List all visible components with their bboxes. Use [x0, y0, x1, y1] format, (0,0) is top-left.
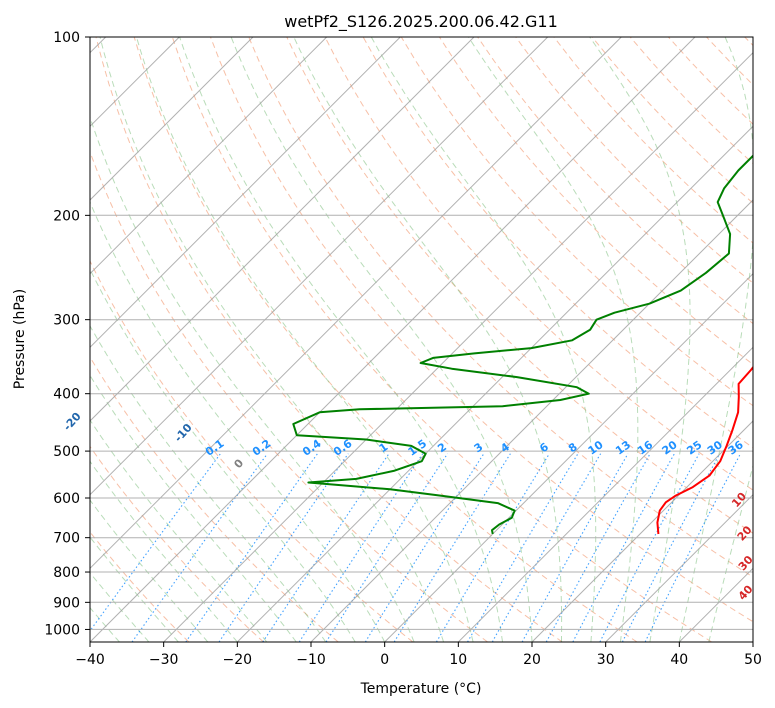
dry-adiabat: [90, 445, 264, 642]
dry-adiabat: [171, 37, 712, 642]
isotherm: [605, 493, 753, 642]
x-tick-label: 30: [597, 652, 615, 668]
moist-adiabat: [99, 37, 445, 642]
y-tick-label: 600: [53, 491, 80, 507]
isotherm: [90, 37, 622, 570]
mixing-ratio-line: [325, 453, 449, 642]
isotherm: [90, 37, 328, 275]
y-tick-label: 800: [53, 565, 80, 581]
moist-adiabat: [179, 37, 503, 642]
moist-adiabat: [136, 37, 474, 642]
moist-adiabat: [589, 37, 691, 642]
y-tick-label: 100: [53, 30, 80, 46]
x-tick-label: 10: [449, 652, 467, 668]
isotherm: [90, 37, 401, 349]
x-tick-label: 40: [670, 652, 688, 668]
isotherm: [90, 37, 696, 642]
dry-adiabat-label: -20: [61, 410, 84, 434]
dry-adiabat: [515, 37, 753, 284]
isotherm: [90, 37, 254, 201]
moist-adiabat: [708, 463, 753, 642]
x-tick-label: −20: [223, 652, 253, 668]
x-tick-label: 0: [380, 652, 389, 668]
x-tick-label: −10: [296, 652, 326, 668]
moist-adiabat: [90, 536, 179, 642]
mixing-ratio-line: [521, 453, 629, 642]
y-tick-label: 300: [53, 313, 80, 329]
moist-adiabat: [370, 37, 597, 642]
profile-lines: [292, 154, 753, 535]
mixing-ratio-line: [90, 453, 221, 632]
x-tick-label: −40: [75, 652, 105, 668]
y-tick-label: 500: [53, 444, 80, 460]
isotherm: [90, 37, 549, 496]
plot-frame: [89, 36, 754, 643]
moist-adiabat: [90, 374, 297, 642]
moist-adiabat: [230, 37, 533, 642]
dry-adiabat: [90, 356, 339, 642]
y-tick-label: 700: [53, 531, 80, 547]
x-tick-label: 50: [744, 652, 762, 668]
moist-adiabat: [90, 268, 356, 642]
dewpoint-profile-line: [292, 154, 753, 535]
y-tick-label: 1000: [44, 622, 80, 638]
moist-adiabat: [90, 419, 268, 642]
mixing-ratio-line: [572, 453, 675, 642]
dry-adiabat: [210, 37, 753, 623]
isotherm: [163, 51, 753, 642]
dry-adiabat: [90, 259, 414, 642]
moist-adiabat: [90, 115, 415, 642]
isotherm: [752, 641, 753, 642]
axes: −40 −30 −20 −10 0 10 20 30 40 50 100 200 300 400 500 60…: [44, 30, 762, 668]
moist-adiabat: [678, 37, 753, 642]
moist-adiabat: [90, 499, 209, 642]
plot-background: [90, 37, 753, 642]
y-axis-title: Pressure (hPa): [12, 289, 28, 389]
temperature-profile-line: [656, 365, 753, 535]
background-lines: [90, 37, 753, 642]
isotherm: [384, 272, 753, 642]
y-tick-label: 900: [53, 595, 80, 611]
y-tick-label: 400: [53, 387, 80, 403]
dry-adiabat-label: -30: [0, 370, 3, 394]
x-axis-title: Temperature (°C): [360, 681, 482, 697]
dry-adiabat: [324, 37, 753, 491]
mixing-ratio-line: [185, 453, 318, 642]
moist-adiabat: [293, 37, 563, 642]
mixing-ratio-line: [298, 453, 424, 642]
mixing-ratio-line: [131, 453, 268, 642]
isotherm: [531, 420, 753, 642]
dry-adiabat: [286, 37, 753, 534]
isotherm: [457, 346, 753, 642]
moist-adiabat: [90, 460, 238, 642]
x-tick-label: −30: [149, 652, 179, 668]
moist-adiabat: [467, 37, 639, 642]
mixing-ratio-line: [467, 453, 579, 642]
x-tick-label: 20: [523, 652, 541, 668]
isotherm: [236, 125, 753, 642]
moist-adiabat: [90, 324, 327, 642]
mixing-ratio-line: [218, 453, 349, 642]
chart-title: wetPf2_S126.2025.200.06.42.G11: [284, 12, 558, 32]
dry-adiabat: [133, 37, 638, 642]
dry-adiabat: [95, 37, 563, 642]
dry-adiabat: [248, 37, 753, 578]
isotherm: [90, 37, 475, 422]
isotherm: [310, 199, 753, 642]
y-tick-label: 200: [53, 208, 80, 224]
moist-adiabat: [90, 200, 386, 642]
